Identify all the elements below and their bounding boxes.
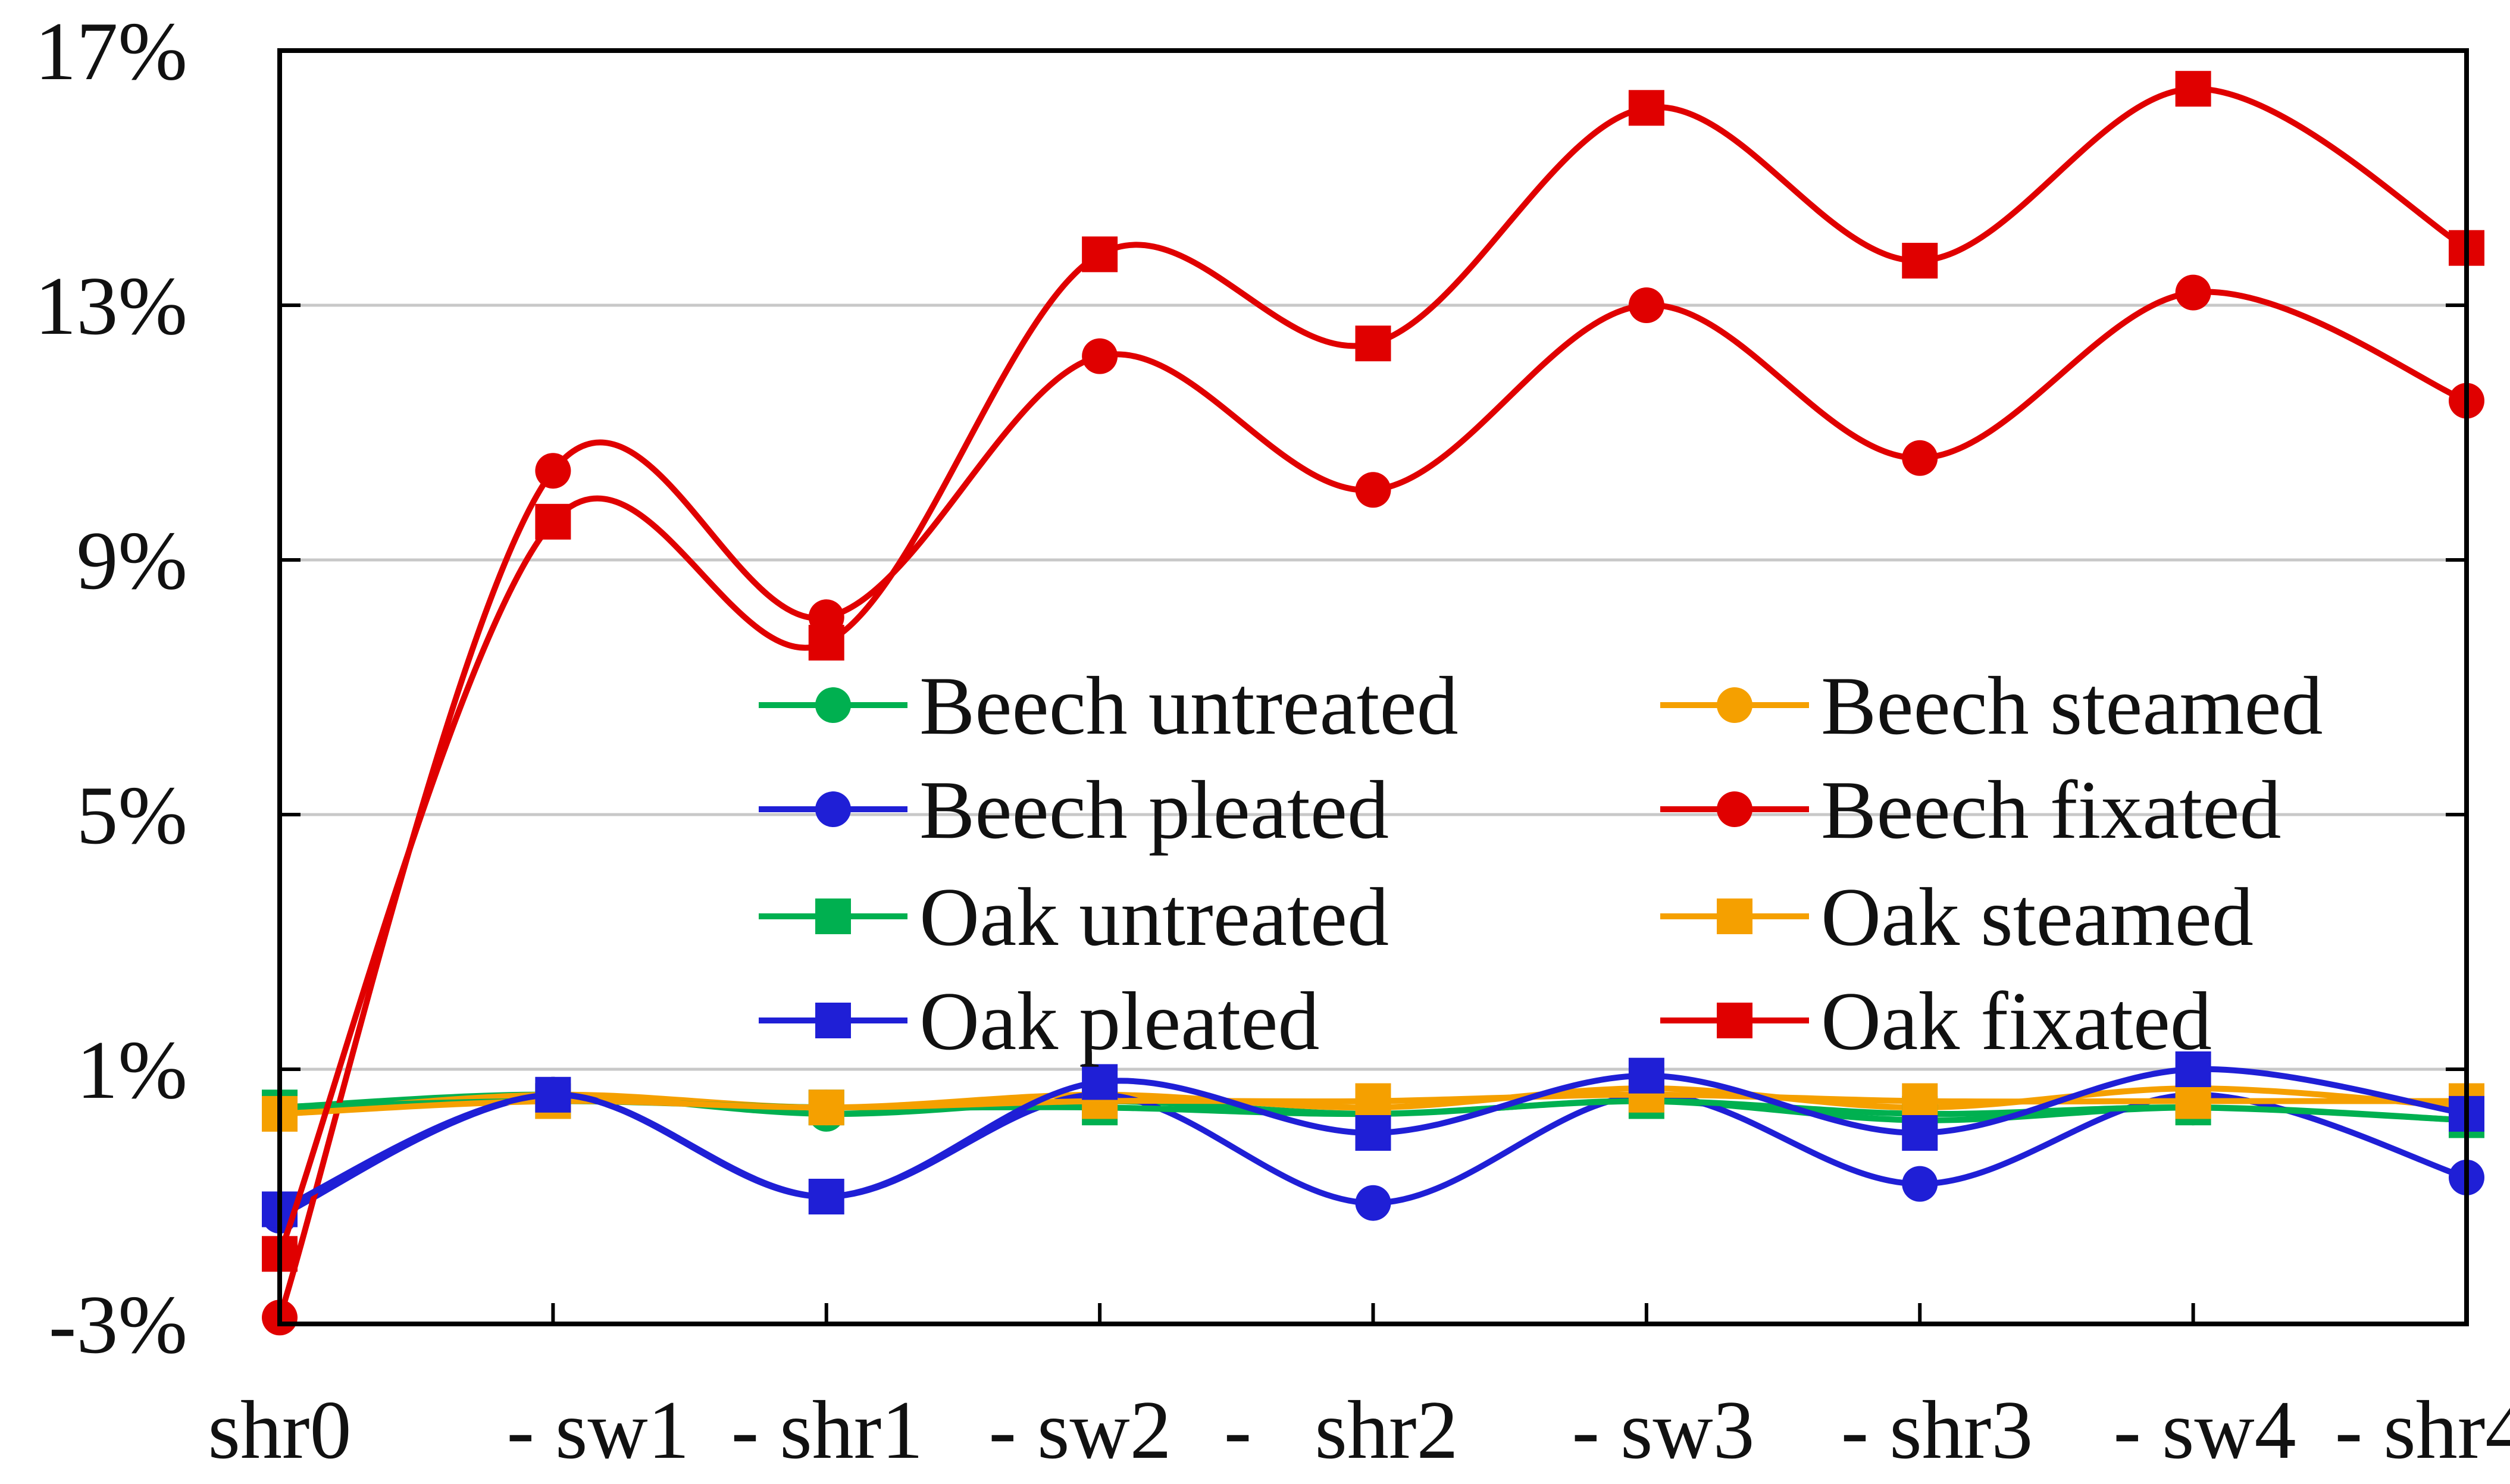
series-layer	[262, 71, 2484, 1336]
data-point	[1628, 1057, 1664, 1094]
data-point	[1355, 1115, 1391, 1151]
y-tick-label: 1%	[76, 1024, 187, 1116]
legend-item-beech-pleated: Beech pleated	[759, 764, 1389, 856]
legend-swatch-marker	[1717, 791, 1752, 827]
data-point	[535, 503, 571, 540]
data-point	[808, 625, 844, 661]
legend-label: Oak fixated	[1821, 975, 2212, 1067]
data-point	[1355, 1083, 1391, 1119]
x-tick-label: - sw1	[506, 1384, 689, 1476]
legend-label: Oak steamed	[1821, 871, 2254, 963]
data-point	[1628, 287, 1664, 323]
series-oak-fixated	[262, 71, 2484, 1272]
x-tick-label: - sw4	[2113, 1384, 2296, 1476]
data-point	[2175, 1083, 2211, 1119]
data-point	[1355, 325, 1391, 362]
x-tick-label: - shr3	[1841, 1384, 2033, 1476]
y-tick-label: 13%	[35, 260, 187, 352]
legend-item-beech-steamed: Beech steamed	[1660, 660, 2323, 752]
y-tick-label: -3%	[49, 1279, 187, 1371]
legend-label: Oak untreated	[919, 871, 1389, 963]
legend-item-beech-untreated: Beech untreated	[759, 660, 1459, 752]
data-point	[808, 1179, 844, 1214]
data-point	[1902, 1166, 1938, 1202]
legend-swatch-marker	[1717, 687, 1752, 723]
x-tick-label: - sw2	[988, 1384, 1171, 1476]
x-tick-label: - sw3	[1572, 1384, 1754, 1476]
data-point	[1082, 236, 1118, 273]
legend-item-beech-fixated: Beech fixated	[1660, 764, 2281, 856]
legend-swatch-marker	[1717, 898, 1752, 934]
legend-item-oak-untreated: Oak untreated	[759, 871, 1389, 963]
data-point	[808, 1089, 844, 1126]
legend-label: Beech fixated	[1821, 764, 2281, 856]
series-oak-pleated	[262, 1051, 2484, 1228]
data-point	[1628, 90, 1664, 126]
x-tick-label: shr0	[208, 1384, 351, 1476]
y-tick-label: 5%	[76, 769, 187, 862]
data-point	[2175, 1051, 2211, 1087]
legend-label: Oak pleated	[919, 975, 1319, 1067]
data-point	[1902, 1083, 1938, 1119]
data-point	[535, 1076, 571, 1113]
data-point	[1902, 1115, 1938, 1151]
legend-swatch-marker	[815, 1003, 851, 1038]
legend-swatch-marker	[815, 791, 851, 827]
legend-label: Beech steamed	[1821, 660, 2323, 752]
legend-item-oak-steamed: Oak steamed	[1660, 871, 2254, 963]
axis-ticks: -3% 1% 5% 9% 13% 17% shr0 - sw1 - shr1 - sw2- shr2…	[35, 5, 2510, 1476]
grid-layer	[280, 303, 2467, 1071]
series-beech-fixated	[262, 274, 2484, 1336]
legend-swatch-marker	[815, 687, 851, 723]
legend-label: Beech pleated	[919, 764, 1389, 856]
x-tick-label: shr2	[1315, 1384, 1458, 1476]
data-point	[535, 453, 571, 489]
y-tick-label: 9%	[76, 515, 187, 607]
legend-swatch-marker	[1717, 1003, 1752, 1038]
data-point	[1902, 243, 1938, 279]
data-point	[1082, 1064, 1118, 1100]
data-point	[1902, 440, 1938, 476]
legend-item-oak-pleated: Oak pleated	[759, 975, 1319, 1067]
legend-item-oak-fixated: Oak fixated	[1660, 975, 2212, 1067]
x-tick-label: -	[1224, 1384, 1252, 1476]
legend: Beech untreated Beech pleated Oak untreate…	[759, 660, 2323, 1067]
legend-swatch-marker	[815, 898, 851, 934]
y-tick-label: 17%	[35, 5, 187, 98]
legend-label: Beech untreated	[919, 660, 1459, 752]
data-point	[1082, 338, 1118, 374]
data-point	[1355, 472, 1391, 508]
x-tick-label: - shr4	[2335, 1384, 2510, 1476]
data-point	[2175, 71, 2211, 107]
data-point	[2175, 274, 2211, 311]
x-tick-label: - shr1	[731, 1384, 924, 1476]
data-point	[1355, 1185, 1391, 1221]
